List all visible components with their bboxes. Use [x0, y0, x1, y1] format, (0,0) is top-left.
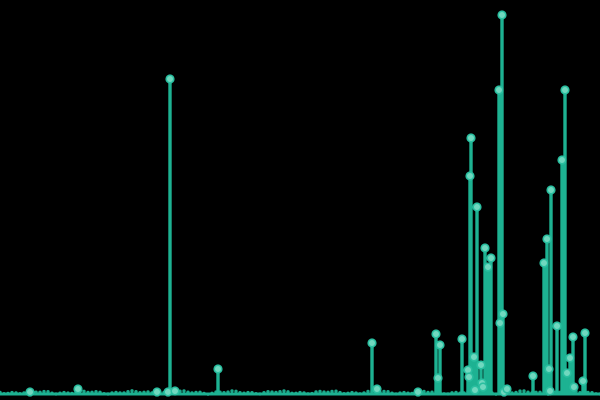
peak-marker [578, 376, 588, 386]
peak-markers [25, 10, 590, 397]
peak-marker [557, 155, 567, 165]
peak-marker [528, 371, 538, 381]
peak-marker [498, 309, 508, 319]
peak-marker [466, 133, 476, 143]
peak-marker [565, 353, 575, 363]
peak-marker [560, 85, 570, 95]
peak-marker [433, 373, 443, 383]
peak-marker [465, 171, 475, 181]
peak-marker [483, 262, 493, 272]
peak-marker [495, 318, 505, 328]
peak-marker [469, 352, 479, 362]
peak-marker [435, 340, 445, 350]
peak-marker [457, 334, 467, 344]
peak-marker [472, 202, 482, 212]
peak-marker [478, 382, 488, 392]
peak-marker [165, 74, 175, 84]
peak-marker [372, 384, 382, 394]
peak-marker [464, 372, 474, 382]
peak-stems [76, 15, 587, 394]
peak-marker [480, 243, 490, 253]
peak-marker [542, 234, 552, 244]
peak-marker [568, 332, 578, 342]
peak-marker [73, 384, 83, 394]
peak-marker [552, 321, 562, 331]
peak-marker [470, 385, 480, 395]
peak-marker [170, 386, 180, 396]
peak-marker [413, 387, 423, 397]
peak-marker [486, 253, 496, 263]
peak-marker [502, 384, 512, 394]
peak-marker [25, 387, 35, 397]
peak-marker [367, 338, 377, 348]
peak-marker [545, 386, 555, 396]
peak-marker [569, 382, 579, 392]
peak-marker [476, 360, 486, 370]
peak-marker [152, 387, 162, 397]
peak-marker [539, 258, 549, 268]
peak-marker [494, 85, 504, 95]
peak-marker [580, 328, 590, 338]
peak-marker [431, 329, 441, 339]
peak-marker [544, 364, 554, 374]
peak-marker [562, 368, 572, 378]
peak-marker [213, 364, 223, 374]
peak-marker [546, 185, 556, 195]
peak-marker [497, 10, 507, 20]
